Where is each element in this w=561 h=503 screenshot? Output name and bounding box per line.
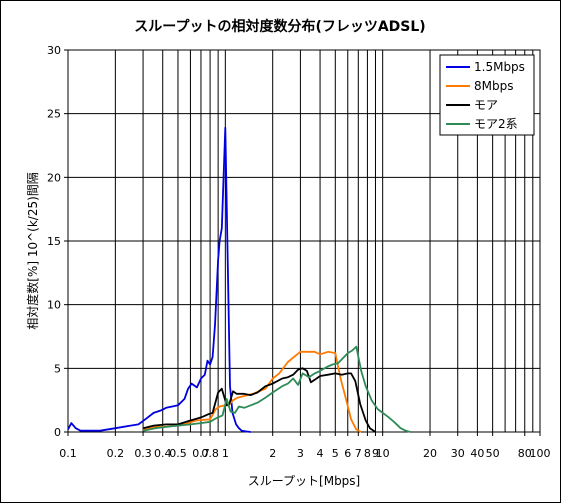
x-tick-label-1: 0.2 xyxy=(107,447,125,460)
legend-label-3: モア2系 xyxy=(474,117,518,131)
x-tick-label-2: 0.3 xyxy=(134,447,152,460)
y-tick-label-6: 30 xyxy=(47,44,61,57)
y-tick-label-3: 15 xyxy=(47,235,61,248)
x-tick-label-5: 0.7 xyxy=(192,447,210,460)
x-axis: 0.1 0.2 0.3 0.40.5 0.70.8 1 2 3 4 5 6 7 8 910 20 30 40 50… xyxy=(59,432,551,460)
x-tick-label-12: 6 xyxy=(344,447,351,460)
y-tick-label-4: 20 xyxy=(47,171,61,184)
series-line-3 xyxy=(142,345,411,433)
x-tick-label-15: 9 xyxy=(372,447,379,460)
series-lines xyxy=(67,126,411,433)
x-tick-label-14: 8 xyxy=(364,447,371,460)
x-tick-label-13: 7 xyxy=(355,447,362,460)
y-axis: 0 5 10 15 20 25 30 xyxy=(47,44,68,439)
legend-box xyxy=(439,54,535,136)
x-tick-label-10: 4 xyxy=(317,447,324,460)
y-axis-label: 相対度数[%] 10^(k/25)間隔 xyxy=(25,172,40,330)
x-tick-label-4: 0.5 xyxy=(169,447,187,460)
x-tick-label-22: 100 xyxy=(530,447,551,460)
legend-label-0: 1.5Mbps xyxy=(474,60,525,74)
y-tick-label-2: 10 xyxy=(47,299,61,312)
x-tick-label-17: 20 xyxy=(423,447,437,460)
x-tick-label-3: 0.4 xyxy=(154,447,172,460)
y-tick-label-5: 25 xyxy=(47,108,61,121)
legend-label-1: 8Mbps xyxy=(474,79,513,93)
chart-title: スループットの相対度数分布(フレッツADSL) xyxy=(134,18,425,35)
x-tick-label-7: 1 xyxy=(222,447,229,460)
legend-label-2: モア xyxy=(474,98,498,112)
y-tick-label-0: 0 xyxy=(54,426,61,439)
x-tick-label-11: 5 xyxy=(332,447,339,460)
series-line-1 xyxy=(142,350,362,433)
x-tick-label-19: 40 xyxy=(470,447,484,460)
x-axis-label: スループット[Mbps] xyxy=(248,474,360,488)
series-line-0 xyxy=(67,126,251,433)
x-tick-label-21: 80 xyxy=(518,447,532,460)
x-tick-label-6: 0.8 xyxy=(201,447,219,460)
x-tick-label-16: 10 xyxy=(376,447,390,460)
y-tick-label-1: 5 xyxy=(54,362,61,375)
grid xyxy=(68,50,540,432)
x-tick-label-20: 50 xyxy=(486,447,500,460)
x-tick-label-0: 0.1 xyxy=(59,447,77,460)
x-tick-label-8: 2 xyxy=(269,447,276,460)
x-tick-label-9: 3 xyxy=(297,447,304,460)
x-tick-label-18: 30 xyxy=(451,447,465,460)
series-line-2 xyxy=(142,367,377,433)
